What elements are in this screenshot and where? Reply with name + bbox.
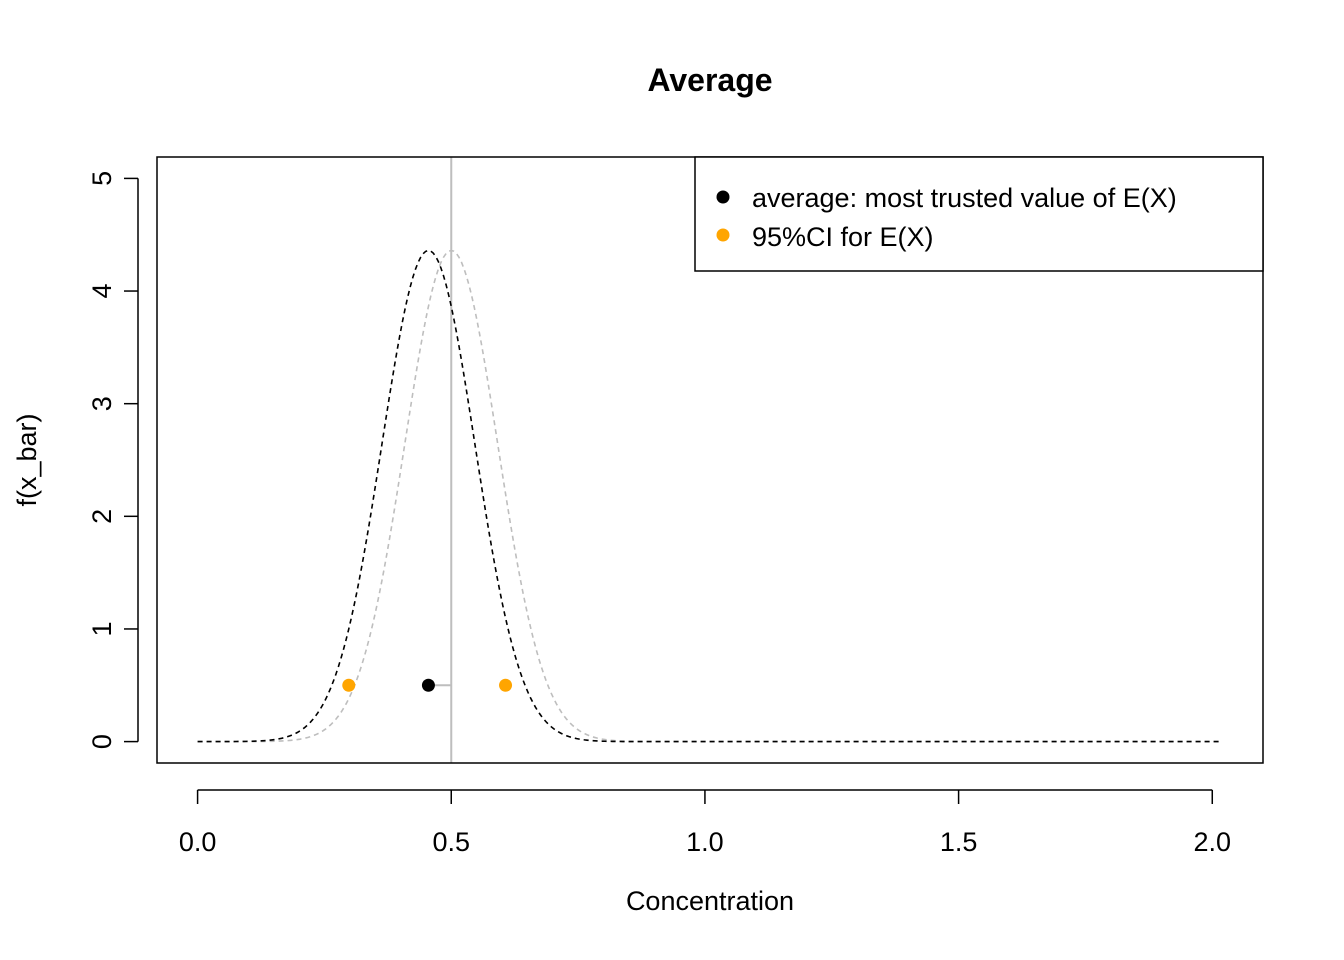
legend-label-ci: 95%CI for E(X) xyxy=(752,222,934,252)
x-tick-label-0: 0.0 xyxy=(179,827,217,857)
density-curve-reference-density xyxy=(197,249,1223,743)
y-tick-label-5: 5 xyxy=(87,171,117,186)
x-tick-label-3: 1.5 xyxy=(940,827,978,857)
legend: average: most trusted value of E(X) 95%C… xyxy=(694,156,1264,272)
x-tick-label-2: 1.0 xyxy=(686,827,724,857)
legend-marker-ci xyxy=(716,228,730,242)
y-tick-label-1: 1 xyxy=(87,621,117,636)
plot-area xyxy=(197,157,1223,763)
density-curve-sample-mean-density xyxy=(197,249,1223,743)
legend-label-average: average: most trusted value of E(X) xyxy=(752,183,1177,213)
y-axis-label: f(x_bar) xyxy=(12,413,42,506)
y-axis: 0 1 2 3 4 5 xyxy=(87,171,139,749)
chart-title: Average xyxy=(647,62,772,98)
legend-marker-average xyxy=(716,190,730,204)
point-ci-lower xyxy=(342,678,356,692)
x-axis: 0.0 0.5 1.0 1.5 2.0 xyxy=(179,789,1231,857)
y-tick-label-3: 3 xyxy=(87,396,117,411)
x-tick-label-4: 2.0 xyxy=(1193,827,1231,857)
x-tick-label-1: 0.5 xyxy=(432,827,470,857)
x-axis-label: Concentration xyxy=(626,886,794,916)
y-tick-label-0: 0 xyxy=(87,734,117,749)
legend-box xyxy=(694,156,1264,272)
point-ci-upper xyxy=(499,678,513,692)
point-average xyxy=(421,678,435,692)
y-tick-label-4: 4 xyxy=(87,284,117,299)
y-tick-label-2: 2 xyxy=(87,509,117,524)
